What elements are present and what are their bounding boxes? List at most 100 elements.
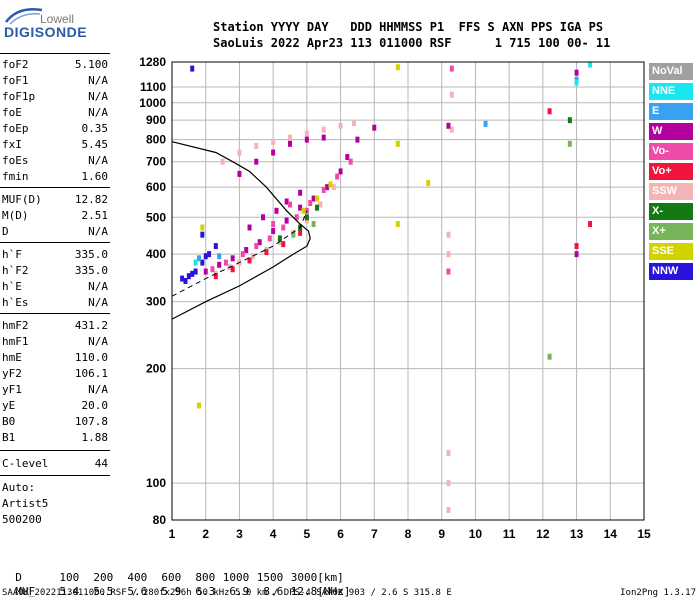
data-point bbox=[301, 207, 306, 214]
y-tick-label: 700 bbox=[146, 155, 166, 169]
param-value: 20.0 bbox=[81, 399, 109, 412]
param-name: foF1p bbox=[2, 90, 36, 103]
data-point bbox=[200, 231, 205, 238]
data-point bbox=[446, 268, 451, 275]
data-point bbox=[207, 251, 212, 258]
param-m-d: M(D) 2.51 bbox=[2, 208, 108, 224]
data-point bbox=[328, 181, 333, 188]
profile-lines bbox=[171, 141, 311, 320]
param-name: M(D) bbox=[2, 209, 29, 222]
y-tick-label: 500 bbox=[146, 210, 166, 224]
data-point bbox=[446, 480, 451, 487]
x-tick-label: 3 bbox=[236, 527, 243, 541]
param-name: yF1 bbox=[2, 383, 22, 396]
data-point bbox=[446, 450, 451, 457]
x-tick-label: 9 bbox=[438, 527, 445, 541]
data-point bbox=[308, 200, 313, 207]
x-tick-label: 14 bbox=[604, 527, 618, 541]
data-point bbox=[304, 136, 309, 143]
data-point bbox=[426, 180, 431, 187]
param-value: N/A bbox=[88, 106, 108, 119]
data-point bbox=[271, 228, 276, 235]
x-axis-ticks: 1 2 3 4 5 6 7 8 9 10 11 12 13 14 15 bbox=[169, 527, 651, 541]
data-point bbox=[200, 259, 205, 266]
data-point bbox=[196, 402, 201, 409]
legend-item: Vo+ bbox=[649, 163, 693, 180]
param-name: MUF(D) bbox=[2, 193, 42, 206]
data-point bbox=[247, 224, 252, 231]
data-point bbox=[217, 261, 222, 268]
param-name: fmin bbox=[2, 170, 29, 183]
param-name: hmE bbox=[2, 351, 22, 364]
y-axis-ticks: 80 100 200 300 400 500 600 700 800 900 1000 1100 128… bbox=[139, 55, 166, 527]
param-value: N/A bbox=[88, 280, 108, 293]
y-tick-label: 1100 bbox=[140, 80, 166, 94]
distance-label: D bbox=[15, 571, 22, 584]
param-name: h`F bbox=[2, 248, 22, 261]
data-point bbox=[321, 186, 326, 193]
x-tick-label: 5 bbox=[304, 527, 311, 541]
data-point bbox=[395, 64, 400, 71]
data-point bbox=[574, 251, 579, 258]
y-tick-label: 200 bbox=[146, 362, 166, 376]
data-point bbox=[288, 201, 292, 208]
data-point bbox=[338, 168, 343, 175]
data-point bbox=[230, 255, 235, 262]
legend-item: NNW bbox=[649, 263, 693, 280]
muf-values: 5.4 5.5 5.6 5.9 6.3 6.9 8.6 12.8 bbox=[45, 585, 317, 598]
data-point bbox=[311, 195, 316, 202]
data-point bbox=[237, 149, 242, 156]
muf-label: MUF bbox=[15, 585, 36, 598]
param-value: 44 bbox=[94, 457, 108, 470]
x-tick-label: 15 bbox=[637, 527, 651, 541]
param-value: 107.8 bbox=[74, 415, 108, 428]
x-tick-label: 2 bbox=[202, 527, 209, 541]
param-muf-d: MUF(D) 12.82 bbox=[2, 192, 108, 208]
param-name: yF2 bbox=[2, 367, 22, 380]
data-point bbox=[304, 214, 309, 221]
muf-value: 8.6 bbox=[263, 585, 284, 598]
data-point bbox=[348, 158, 353, 165]
data-point bbox=[196, 255, 201, 262]
param-foEs: foEs N/A bbox=[2, 153, 108, 169]
param-d: D N/A bbox=[2, 224, 108, 240]
params-panel: foF2 5.100 foF1 N/A foF1p N/A foE N/A foEp 0.… bbox=[0, 0, 112, 600]
data-point bbox=[314, 204, 319, 211]
data-point bbox=[449, 126, 454, 133]
legend-item: X+ bbox=[649, 223, 693, 240]
data-point bbox=[298, 204, 303, 211]
param-fxI: fxI 5.45 bbox=[2, 137, 108, 153]
param-foF1: foF1 N/A bbox=[2, 73, 108, 89]
data-point bbox=[372, 124, 377, 131]
separator bbox=[0, 313, 110, 314]
data-point bbox=[311, 221, 316, 228]
param-name: hmF2 bbox=[2, 319, 29, 332]
legend-item: X- bbox=[649, 203, 693, 220]
param-name: foE bbox=[2, 106, 22, 119]
param-value: 1.60 bbox=[81, 170, 109, 183]
muf-value: 6.3 bbox=[195, 585, 216, 598]
param-name: B1 bbox=[2, 431, 16, 444]
distance-value: 1000 bbox=[222, 571, 250, 584]
scaling-version: 500200 bbox=[2, 513, 42, 526]
param-h-es: h`Es N/A bbox=[2, 295, 108, 311]
param-name: fxI bbox=[2, 138, 22, 151]
separator bbox=[0, 242, 110, 243]
param-h-f: h`F 335.0 bbox=[2, 247, 108, 263]
data-point bbox=[335, 173, 340, 180]
param-value: 5.100 bbox=[74, 58, 108, 71]
param-hme: hmE 110.0 bbox=[2, 350, 108, 366]
header-line-1: Station YYYY DAY DDD HHMMSS P1 FFS S AXN… bbox=[213, 20, 604, 34]
param-h-e: h`E N/A bbox=[2, 279, 108, 295]
data-point bbox=[217, 253, 222, 260]
param-name: foF1 bbox=[2, 74, 29, 87]
data-point bbox=[190, 65, 195, 72]
data-point bbox=[574, 69, 579, 76]
param-b1: B1 1.88 bbox=[2, 430, 108, 446]
data-point bbox=[331, 184, 336, 191]
data-point bbox=[321, 126, 326, 133]
param-name: yE bbox=[2, 399, 16, 412]
data-point bbox=[190, 270, 195, 277]
param-b0: B0 107.8 bbox=[2, 414, 108, 430]
data-point bbox=[288, 140, 292, 147]
